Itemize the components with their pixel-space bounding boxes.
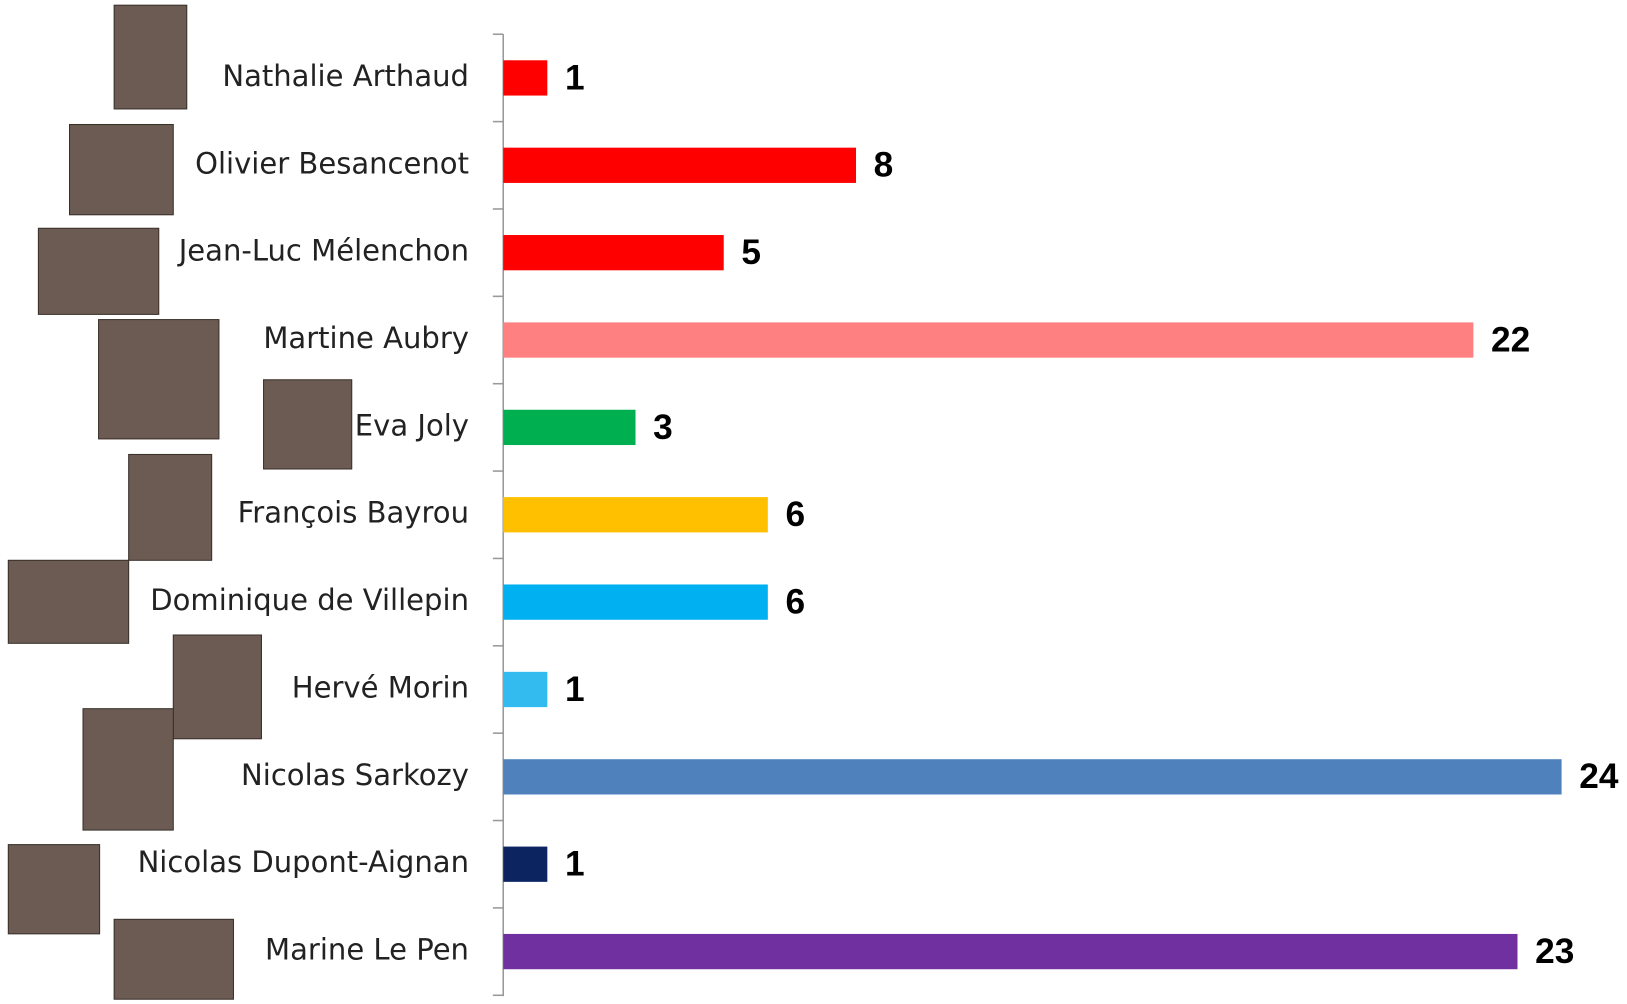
- bar: [503, 409, 636, 446]
- value-label: 1: [565, 670, 585, 709]
- value-label: 1: [565, 845, 585, 884]
- category-label: Olivier Besancenot: [195, 146, 469, 180]
- value-label: 6: [785, 495, 805, 534]
- value-label: 8: [874, 146, 894, 185]
- bar: [503, 846, 548, 882]
- category-label: Hervé Morin: [292, 670, 469, 704]
- category-label: Nicolas Dupont-Aignan: [138, 845, 469, 879]
- bar: [503, 60, 548, 96]
- category-label: Nathalie Arthaud: [222, 59, 469, 93]
- value-label: 6: [785, 583, 805, 622]
- photo: [82, 708, 174, 831]
- plot: Nathalie Arthaud 1 Olivier Besancenot 8 Jean…: [7, 4, 1619, 1000]
- photo: [7, 844, 101, 935]
- bar: [503, 933, 1518, 970]
- value-label: 5: [741, 233, 761, 272]
- photos: [7, 4, 353, 1000]
- photo: [172, 634, 262, 740]
- photo: [98, 319, 220, 440]
- bar: [503, 584, 768, 620]
- category-label: Marine Le Pen: [265, 933, 469, 967]
- category-label: Jean-Luc Mélenchon: [177, 234, 469, 268]
- bar: [503, 671, 548, 708]
- value-label: 24: [1579, 757, 1619, 796]
- photo: [263, 379, 353, 470]
- photo: [113, 918, 234, 1000]
- category-label: Dominique de Villepin: [150, 583, 469, 617]
- value-label: 3: [653, 408, 673, 447]
- bar: [503, 322, 1474, 358]
- photo: [69, 123, 174, 216]
- bar: [503, 759, 1562, 795]
- bar: [503, 235, 724, 271]
- category-label: Martine Aubry: [263, 321, 469, 355]
- bar: [503, 497, 768, 533]
- category-label: Nicolas Sarkozy: [241, 758, 469, 792]
- value-label: 1: [565, 58, 585, 97]
- category-label: François Bayrou: [238, 496, 469, 530]
- value-label: 22: [1491, 320, 1530, 359]
- bar: [503, 147, 857, 183]
- photo: [113, 4, 188, 110]
- photo: [7, 559, 130, 644]
- photo: [128, 453, 213, 561]
- category-label: Eva Joly: [355, 408, 469, 442]
- value-label: 23: [1535, 932, 1574, 971]
- photo: [37, 227, 160, 315]
